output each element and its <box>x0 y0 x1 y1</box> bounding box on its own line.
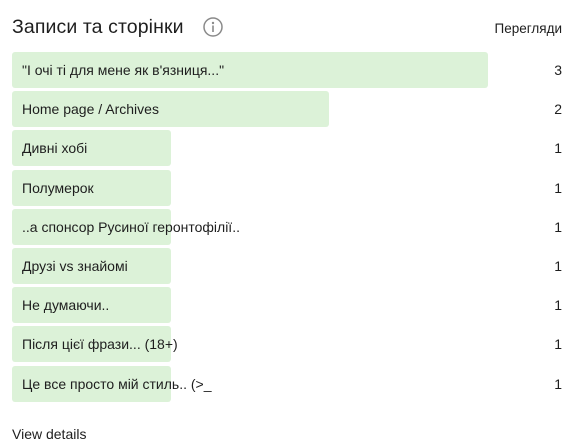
item-title[interactable]: Після цієї фрази... (18+) <box>22 336 178 353</box>
views-bar <box>12 130 171 167</box>
view-details-link[interactable]: View details <box>12 426 87 442</box>
item-title[interactable]: Друзі vs знайомі <box>22 257 128 274</box>
posts-pages-list: "І очі ті для мене як в'язниця..." 3 Hom… <box>12 52 568 405</box>
list-item[interactable]: ..а спонсор Русиної геронтофілії.. 1 <box>12 208 568 245</box>
views-bar <box>12 365 171 402</box>
views-bar <box>12 169 171 206</box>
item-views: 3 <box>554 62 562 78</box>
stats-header: Записи та сторінки Перегляди <box>12 14 568 44</box>
item-views: 1 <box>554 336 562 353</box>
list-item[interactable]: Після цієї фрази... (18+) 1 <box>12 326 568 363</box>
list-item[interactable]: Не думаючи.. 1 <box>12 287 568 324</box>
views-bar <box>12 326 171 363</box>
item-views: 1 <box>554 218 562 235</box>
list-item[interactable]: "І очі ті для мене як в'язниця..." 3 <box>12 52 568 88</box>
list-item[interactable]: Дивні хобі 1 <box>12 130 568 167</box>
list-item[interactable]: Це все просто мій стиль.. (>_ 1 <box>12 365 568 402</box>
views-bar <box>12 208 171 245</box>
list-item[interactable]: Home page / Archives 2 <box>12 91 568 128</box>
item-views: 1 <box>554 297 562 314</box>
item-title[interactable]: Home page / Archives <box>22 101 159 118</box>
views-column-header: Перегляди <box>494 21 562 36</box>
item-views: 1 <box>554 257 562 274</box>
item-views: 1 <box>554 140 562 157</box>
item-title[interactable]: Не думаючи.. <box>22 297 110 314</box>
section-title: Записи та сторінки <box>12 16 184 38</box>
views-bar <box>12 52 488 88</box>
list-item[interactable]: Друзі vs знайомі 1 <box>12 247 568 284</box>
item-title[interactable]: Дивні хобі <box>22 140 88 157</box>
item-title[interactable]: ..а спонсор Русиної геронтофілії.. <box>22 218 240 235</box>
item-title[interactable]: Це все просто мій стиль.. (>_ <box>22 375 212 392</box>
views-bar <box>12 91 330 128</box>
item-title[interactable]: "І очі ті для мене як в'язниця..." <box>22 62 225 78</box>
list-item[interactable]: Полумерок 1 <box>12 169 568 206</box>
item-views: 2 <box>554 101 562 118</box>
views-bar <box>12 247 171 284</box>
item-views: 1 <box>554 179 562 196</box>
item-title[interactable]: Полумерок <box>22 179 94 196</box>
item-views: 1 <box>554 375 562 392</box>
info-icon[interactable] <box>202 16 224 38</box>
views-bar <box>12 287 171 324</box>
